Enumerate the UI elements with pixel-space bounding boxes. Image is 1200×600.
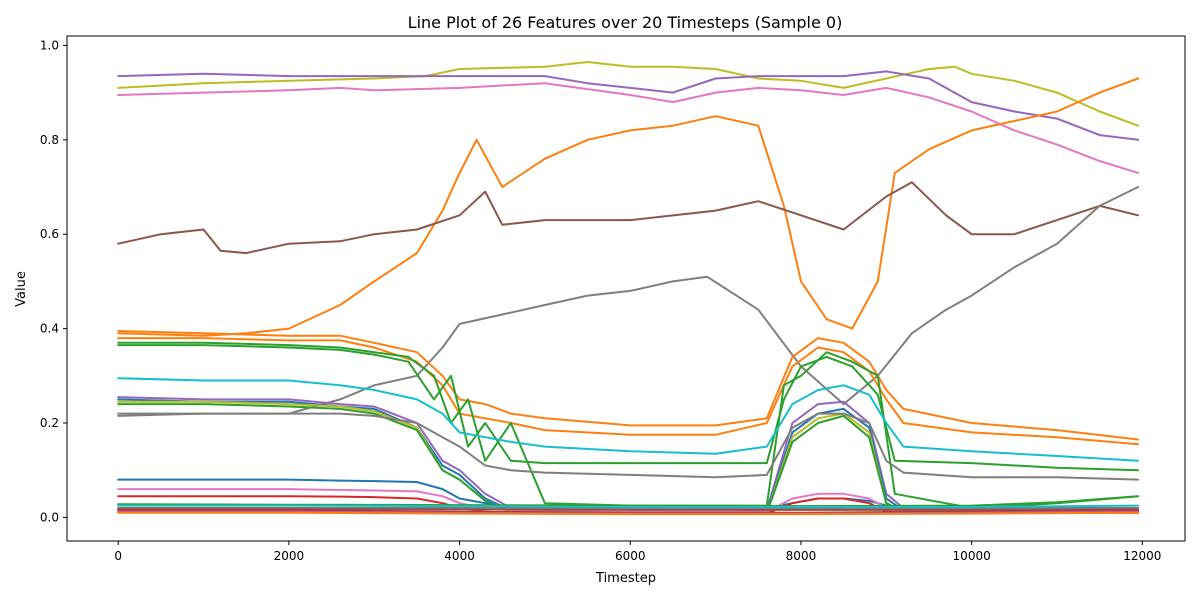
series-line-1	[117, 61, 1140, 127]
series-line-2	[117, 70, 1140, 141]
series-line-10	[117, 344, 1140, 472]
x-tick-label: 6000	[615, 549, 646, 563]
y-tick-label: 0.4	[40, 322, 59, 336]
series-line-23	[117, 507, 1140, 511]
series-line-8	[117, 337, 1140, 446]
series-line-26	[117, 511, 1140, 516]
series-line-16	[117, 412, 1140, 481]
y-tick-label: 0.6	[40, 227, 59, 241]
plot-frame	[66, 35, 1186, 542]
y-axis-label: Value	[14, 271, 29, 307]
x-tick-label: 2000	[274, 549, 305, 563]
x-tick-label: 8000	[786, 549, 817, 563]
chart-title: Line Plot of 26 Features over 20 Timeste…	[408, 13, 843, 32]
series-line-21	[117, 504, 1140, 508]
y-tick-label: 0.0	[40, 510, 59, 524]
x-axis-label: Timestep	[595, 571, 656, 586]
series-line-9	[117, 341, 1140, 509]
series-line-3	[117, 82, 1140, 174]
y-tick-label: 0.2	[40, 416, 59, 430]
x-tick-label: 0	[114, 549, 122, 563]
series-line-6	[117, 186, 1140, 415]
series-layer	[117, 61, 1140, 516]
x-tick-label: 12000	[1123, 549, 1161, 563]
x-tick-label: 10000	[953, 549, 991, 563]
series-line-7	[117, 330, 1140, 441]
plot-area	[66, 35, 1186, 542]
x-axis: 0 2000 4000 6000 8000 10000 12000	[114, 541, 1161, 563]
y-axis: 0.0 0.2 0.4 0.6 0.8 1.0	[40, 38, 67, 524]
series-line-4	[117, 77, 1140, 337]
series-line-11	[117, 377, 1140, 462]
x-tick-label: 4000	[444, 549, 475, 563]
series-line-5	[117, 181, 1140, 255]
y-tick-label: 1.0	[40, 38, 59, 52]
y-tick-label: 0.8	[40, 133, 59, 147]
